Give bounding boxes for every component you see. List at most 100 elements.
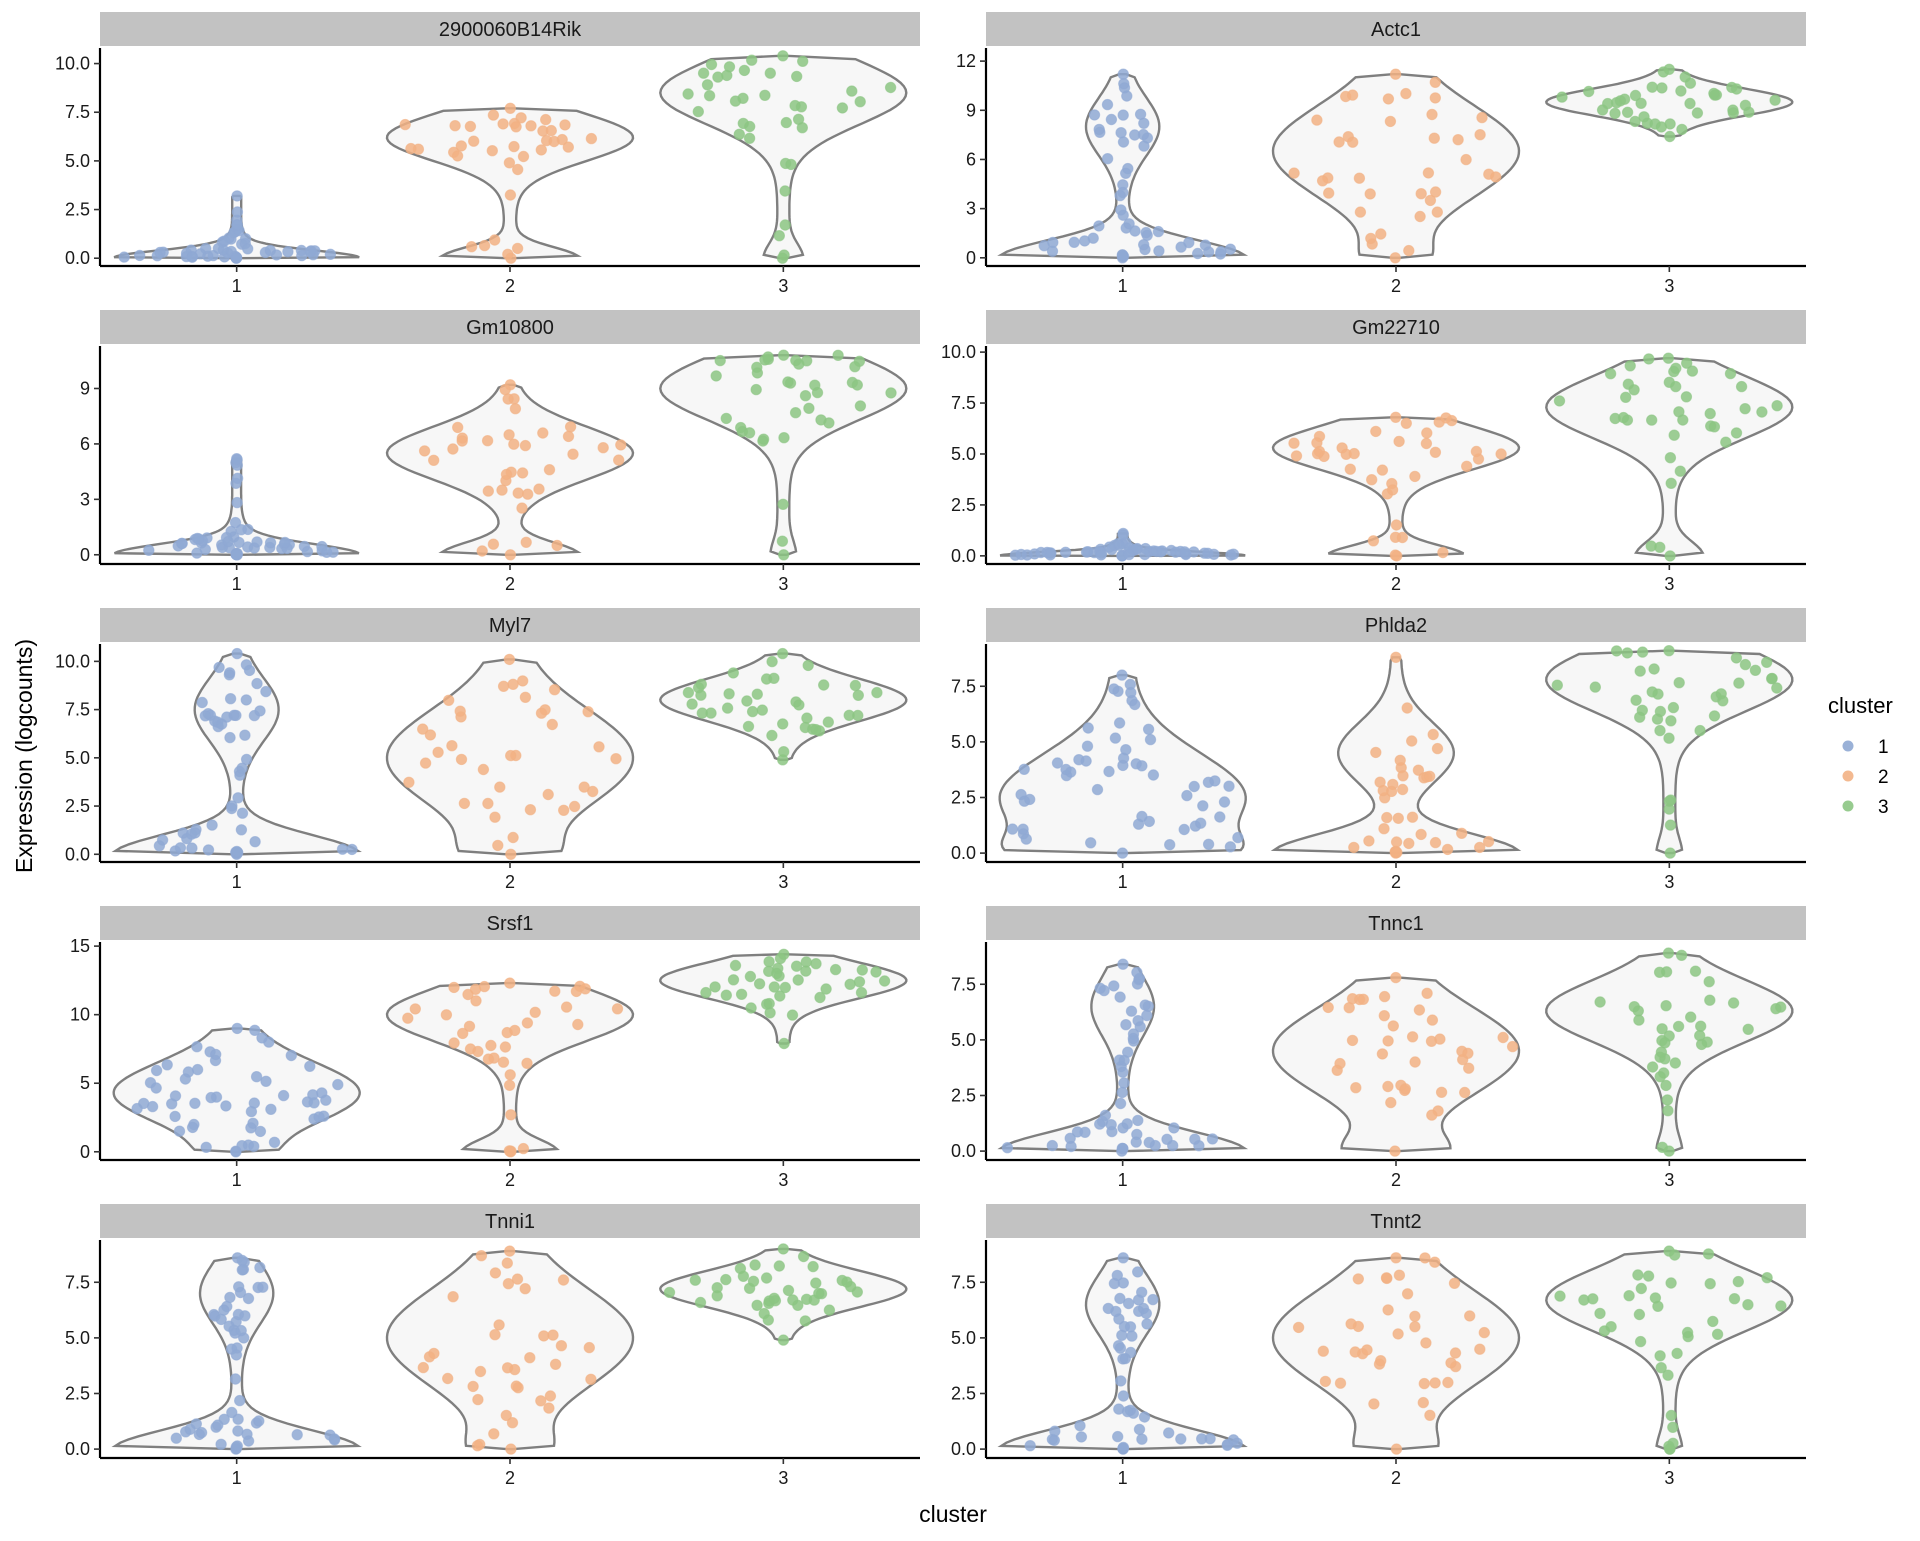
data-point-cluster-2 [1288,167,1300,179]
data-point-cluster-2 [1429,1256,1441,1268]
data-point-cluster-1 [1181,789,1193,802]
y-tick-label: 2.5 [65,200,90,220]
facet-strip [986,906,1806,940]
data-point-cluster-1 [1119,1352,1132,1365]
data-point-cluster-3 [1671,1347,1683,1360]
data-point-cluster-3 [786,1009,799,1021]
data-point-cluster-1 [170,1432,183,1444]
data-point-cluster-1 [236,1264,249,1276]
y-tick-label: 15 [70,936,90,956]
data-point-cluster-2 [1370,746,1382,759]
violin-cluster-2 [1271,73,1521,259]
data-point-cluster-1 [193,533,205,545]
data-point-cluster-1 [1117,68,1130,80]
data-point-cluster-3 [1663,645,1675,657]
data-point-cluster-3 [854,400,867,412]
data-point-cluster-3 [1681,357,1693,369]
data-point-cluster-3 [1664,1443,1676,1455]
data-point-cluster-2 [546,718,558,731]
facet-title: Gm10800 [466,317,554,339]
y-axis-title: Expression (logcounts) [11,639,37,873]
data-point-cluster-2 [551,539,563,552]
data-point-cluster-1 [285,1049,297,1062]
data-point-cluster-3 [1702,1248,1715,1260]
data-point-cluster-1 [1093,123,1105,136]
data-point-cluster-2 [482,1053,495,1065]
data-point-cluster-2 [1412,764,1425,776]
data-point-cluster-1 [146,1100,159,1113]
y-tick-label: 3 [80,489,90,509]
data-point-cluster-2 [1429,92,1442,104]
data-point-cluster-2 [1427,728,1439,741]
data-point-cluster-1 [265,1103,277,1116]
data-point-cluster-3 [1656,1141,1669,1154]
data-point-cluster-1 [1116,847,1129,859]
data-point-cluster-2 [1367,535,1380,547]
legend: cluster 1 2 3 [1828,693,1893,818]
data-point-cluster-2 [1389,252,1402,264]
data-point-cluster-2 [585,1373,597,1386]
data-point-cluster-1 [1170,546,1182,558]
data-point-cluster-1 [1189,1133,1201,1145]
data-point-cluster-2 [1393,435,1405,448]
data-point-cluster-1 [1085,837,1097,849]
data-point-cluster-2 [1392,812,1405,824]
y-tick-label: 10.0 [55,651,90,671]
data-point-cluster-3 [776,647,789,660]
data-point-cluster-1 [1118,78,1130,90]
data-point-cluster-1 [1115,127,1127,139]
data-point-cluster-3 [714,354,726,367]
data-point-cluster-3 [1708,87,1720,100]
data-point-cluster-1 [235,1324,247,1337]
data-point-cluster-3 [1739,403,1751,415]
data-point-cluster-1 [1121,1405,1134,1418]
facet-title: Tnnc1 [1368,913,1424,935]
data-point-cluster-1 [218,1304,230,1316]
data-point-cluster-2 [497,118,509,130]
data-point-cluster-2 [1380,1272,1393,1284]
data-point-cluster-2 [504,1069,516,1081]
data-point-cluster-2 [409,1003,421,1015]
data-point-cluster-2 [502,393,514,405]
data-point-cluster-3 [807,1260,819,1273]
data-point-cluster-2 [508,438,520,450]
data-point-cluster-2 [504,1245,516,1257]
data-point-cluster-1 [1116,1086,1129,1099]
data-point-cluster-2 [611,1003,624,1015]
data-point-cluster-2 [1288,437,1300,449]
violin-cluster-2 [385,107,635,260]
data-point-cluster-3 [1655,1046,1668,1058]
data-point-cluster-1 [1114,991,1126,1003]
data-point-cluster-3 [1598,1325,1611,1337]
data-point-cluster-1 [1163,1427,1175,1439]
data-point-cluster-3 [801,712,813,724]
data-point-cluster-3 [1735,380,1748,393]
data-point-cluster-1 [231,647,243,660]
data-point-cluster-2 [456,435,468,447]
x-tick-label: 1 [1118,872,1128,892]
data-point-cluster-2 [1349,1346,1361,1358]
data-point-cluster-2 [507,678,519,690]
data-point-cluster-3 [779,185,791,197]
data-point-cluster-1 [264,244,276,257]
data-point-cluster-1 [1105,1119,1117,1131]
data-point-cluster-2 [509,1024,521,1037]
data-point-cluster-2 [521,1057,533,1070]
data-point-cluster-3 [760,1272,773,1284]
data-point-cluster-2 [543,464,556,476]
data-point-cluster-3 [1724,367,1737,380]
data-point-cluster-1 [1117,136,1130,148]
data-point-cluster-1 [260,685,272,698]
data-point-cluster-2 [502,1278,515,1290]
data-point-cluster-3 [1628,384,1640,396]
data-point-cluster-2 [1319,1375,1332,1388]
data-point-cluster-1 [1152,225,1165,238]
data-point-cluster-2 [1406,1031,1419,1043]
data-point-cluster-1 [1071,1126,1084,1138]
y-tick-label: 7.5 [65,1272,90,1292]
data-point-cluster-3 [777,349,790,361]
data-point-cluster-3 [727,667,739,679]
data-point-cluster-1 [254,1261,266,1274]
data-point-cluster-2 [503,157,516,169]
